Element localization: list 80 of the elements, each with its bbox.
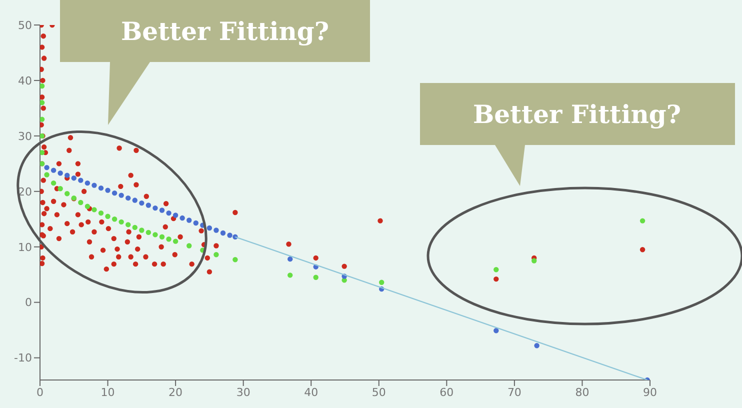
point xyxy=(186,218,192,223)
x-tick-label: 90 xyxy=(643,386,657,399)
point xyxy=(494,328,499,334)
point xyxy=(232,257,238,262)
point xyxy=(132,224,138,230)
point xyxy=(78,178,84,183)
point xyxy=(532,258,537,264)
annotation: Better Fitting? xyxy=(472,100,682,129)
point xyxy=(112,190,118,196)
point xyxy=(288,256,293,262)
point xyxy=(58,186,63,192)
point xyxy=(112,216,118,222)
point xyxy=(98,210,104,216)
y-tick-label: 50 xyxy=(18,18,32,32)
point xyxy=(146,202,152,208)
point xyxy=(288,272,293,278)
y-tick-label: -10 xyxy=(14,352,32,365)
x-tick-label: 20 xyxy=(168,386,183,399)
point xyxy=(44,164,50,170)
point xyxy=(105,214,110,219)
point xyxy=(220,230,226,236)
point xyxy=(172,238,178,244)
point xyxy=(227,232,232,238)
point xyxy=(98,185,104,191)
point xyxy=(105,188,110,193)
point xyxy=(50,180,56,186)
y-tick-label: 40 xyxy=(18,74,32,88)
point xyxy=(40,116,45,122)
point xyxy=(40,100,45,106)
y-tick-label: 30 xyxy=(18,130,32,143)
x-tick-label: 80 xyxy=(575,386,590,399)
x-tick-label: 60 xyxy=(440,386,454,399)
point xyxy=(214,228,219,233)
x-tick-label: 10 xyxy=(100,386,115,399)
point xyxy=(534,343,540,348)
point xyxy=(50,168,56,173)
point xyxy=(84,204,90,209)
point xyxy=(40,83,45,89)
point xyxy=(159,208,165,213)
point xyxy=(152,232,158,238)
point xyxy=(64,172,70,178)
point xyxy=(494,267,499,272)
point xyxy=(180,215,185,221)
x-tick-label: 50 xyxy=(372,386,386,399)
point xyxy=(78,200,84,206)
point xyxy=(126,195,131,201)
point xyxy=(146,230,152,236)
x-tick-label: 40 xyxy=(304,386,318,399)
point xyxy=(132,198,138,203)
point xyxy=(166,210,172,216)
point xyxy=(44,172,50,178)
point xyxy=(640,218,646,224)
point xyxy=(92,207,97,212)
point xyxy=(64,191,70,196)
point xyxy=(166,236,172,242)
y-tick-label: 0 xyxy=(25,296,32,310)
point xyxy=(313,274,318,280)
point xyxy=(214,252,219,258)
point xyxy=(172,212,178,218)
point xyxy=(139,228,144,233)
point xyxy=(58,170,63,176)
point xyxy=(152,205,158,211)
x-tick-label: 30 xyxy=(236,386,250,399)
point xyxy=(118,219,124,225)
point xyxy=(92,182,97,188)
point xyxy=(84,180,90,186)
point xyxy=(193,220,198,226)
point xyxy=(159,234,165,240)
annotation: Better Fitting? xyxy=(120,17,330,46)
point xyxy=(126,222,131,228)
point xyxy=(139,200,144,206)
point xyxy=(379,280,384,285)
point xyxy=(118,192,124,198)
point xyxy=(40,150,45,156)
point xyxy=(186,243,192,248)
y-tick-label: 10 xyxy=(18,240,32,254)
point xyxy=(71,175,76,181)
x-tick-label: 0 xyxy=(36,386,44,399)
point xyxy=(206,225,212,231)
x-tick-label: 70 xyxy=(507,386,522,399)
